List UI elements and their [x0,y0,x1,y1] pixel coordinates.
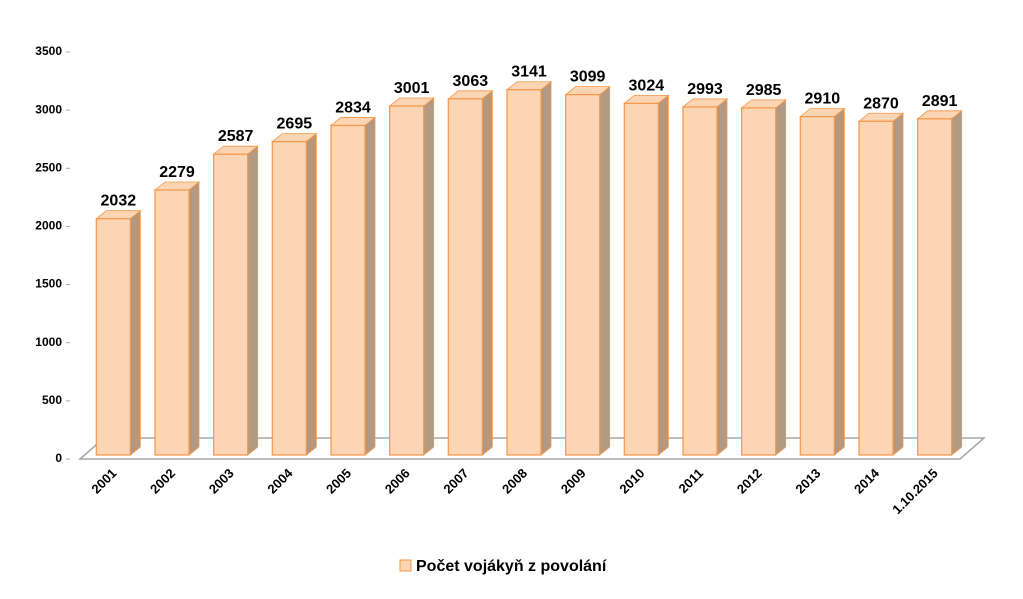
bar-side [188,181,200,456]
bar [858,120,894,456]
bar [213,153,249,456]
bar-side [657,94,669,456]
data-label: 3141 [511,64,547,81]
y-tick-label: 3000 [35,102,62,116]
data-label: 2032 [101,193,137,210]
x-tick-label: 2005 [323,466,354,497]
bar-side [951,109,963,456]
bar [565,94,601,456]
y-tick-label: 1000 [35,335,62,349]
bar-side [775,99,787,456]
data-label: 2695 [277,116,313,133]
y-tick-label: 2500 [35,160,62,174]
bar [447,98,483,456]
bar-side [540,80,552,456]
data-label: 2587 [218,128,254,145]
x-tick-label: 2013 [792,466,823,497]
x-tick-label: 2004 [264,465,296,497]
bar [506,89,542,456]
y-tick-label: 2000 [35,219,62,233]
data-label: 2870 [863,95,899,112]
bar [95,218,131,456]
bar [623,102,659,456]
data-label: 3024 [629,77,665,94]
bar-side [364,116,376,456]
bar-side [481,89,493,456]
x-tick-label: 2008 [499,466,530,497]
y-tick-label: 3500 [35,44,62,58]
y-tick-label: 1500 [35,277,62,291]
x-tick-label: 2007 [440,466,471,497]
x-tick-label: 1.10.2015 [889,466,941,518]
data-label: 2993 [687,81,723,98]
data-label: 2279 [159,164,195,181]
bar [682,106,718,456]
bar-side [892,112,904,456]
data-label: 2985 [746,82,782,99]
data-label: 2910 [805,91,841,108]
bar-side [716,98,728,456]
data-label: 3063 [453,73,489,90]
x-tick-label: 2009 [558,466,589,497]
bar-side [599,85,611,456]
x-tick-label: 2006 [382,466,413,497]
data-label: 3099 [570,69,606,86]
x-tick-label: 2014 [851,465,883,497]
x-tick-label: 2011 [676,466,707,497]
x-tick-label: 2012 [734,466,765,497]
bar [389,105,425,456]
x-tick-label: 2003 [206,466,237,497]
bar-side [247,145,259,456]
bar [271,141,307,456]
bar-side [305,132,317,456]
bar [330,124,366,456]
x-tick-label: 2010 [616,466,647,497]
x-tick-label: 2001 [88,466,119,497]
x-tick-label: 2002 [147,466,178,497]
bar [799,116,835,456]
data-label: 3001 [394,80,430,97]
bar-side [129,209,141,456]
bar-side [423,97,435,456]
bar [917,118,953,456]
bar [154,189,190,456]
data-label: 2891 [922,93,958,110]
y-tick-label: 0 [55,451,62,465]
bar-side [833,107,845,456]
data-label: 2834 [335,99,371,116]
legend-swatch [399,559,412,572]
bar [741,107,777,456]
legend-label: Počet vojákyň z povolání [416,558,607,575]
y-tick-label: 500 [42,393,62,407]
